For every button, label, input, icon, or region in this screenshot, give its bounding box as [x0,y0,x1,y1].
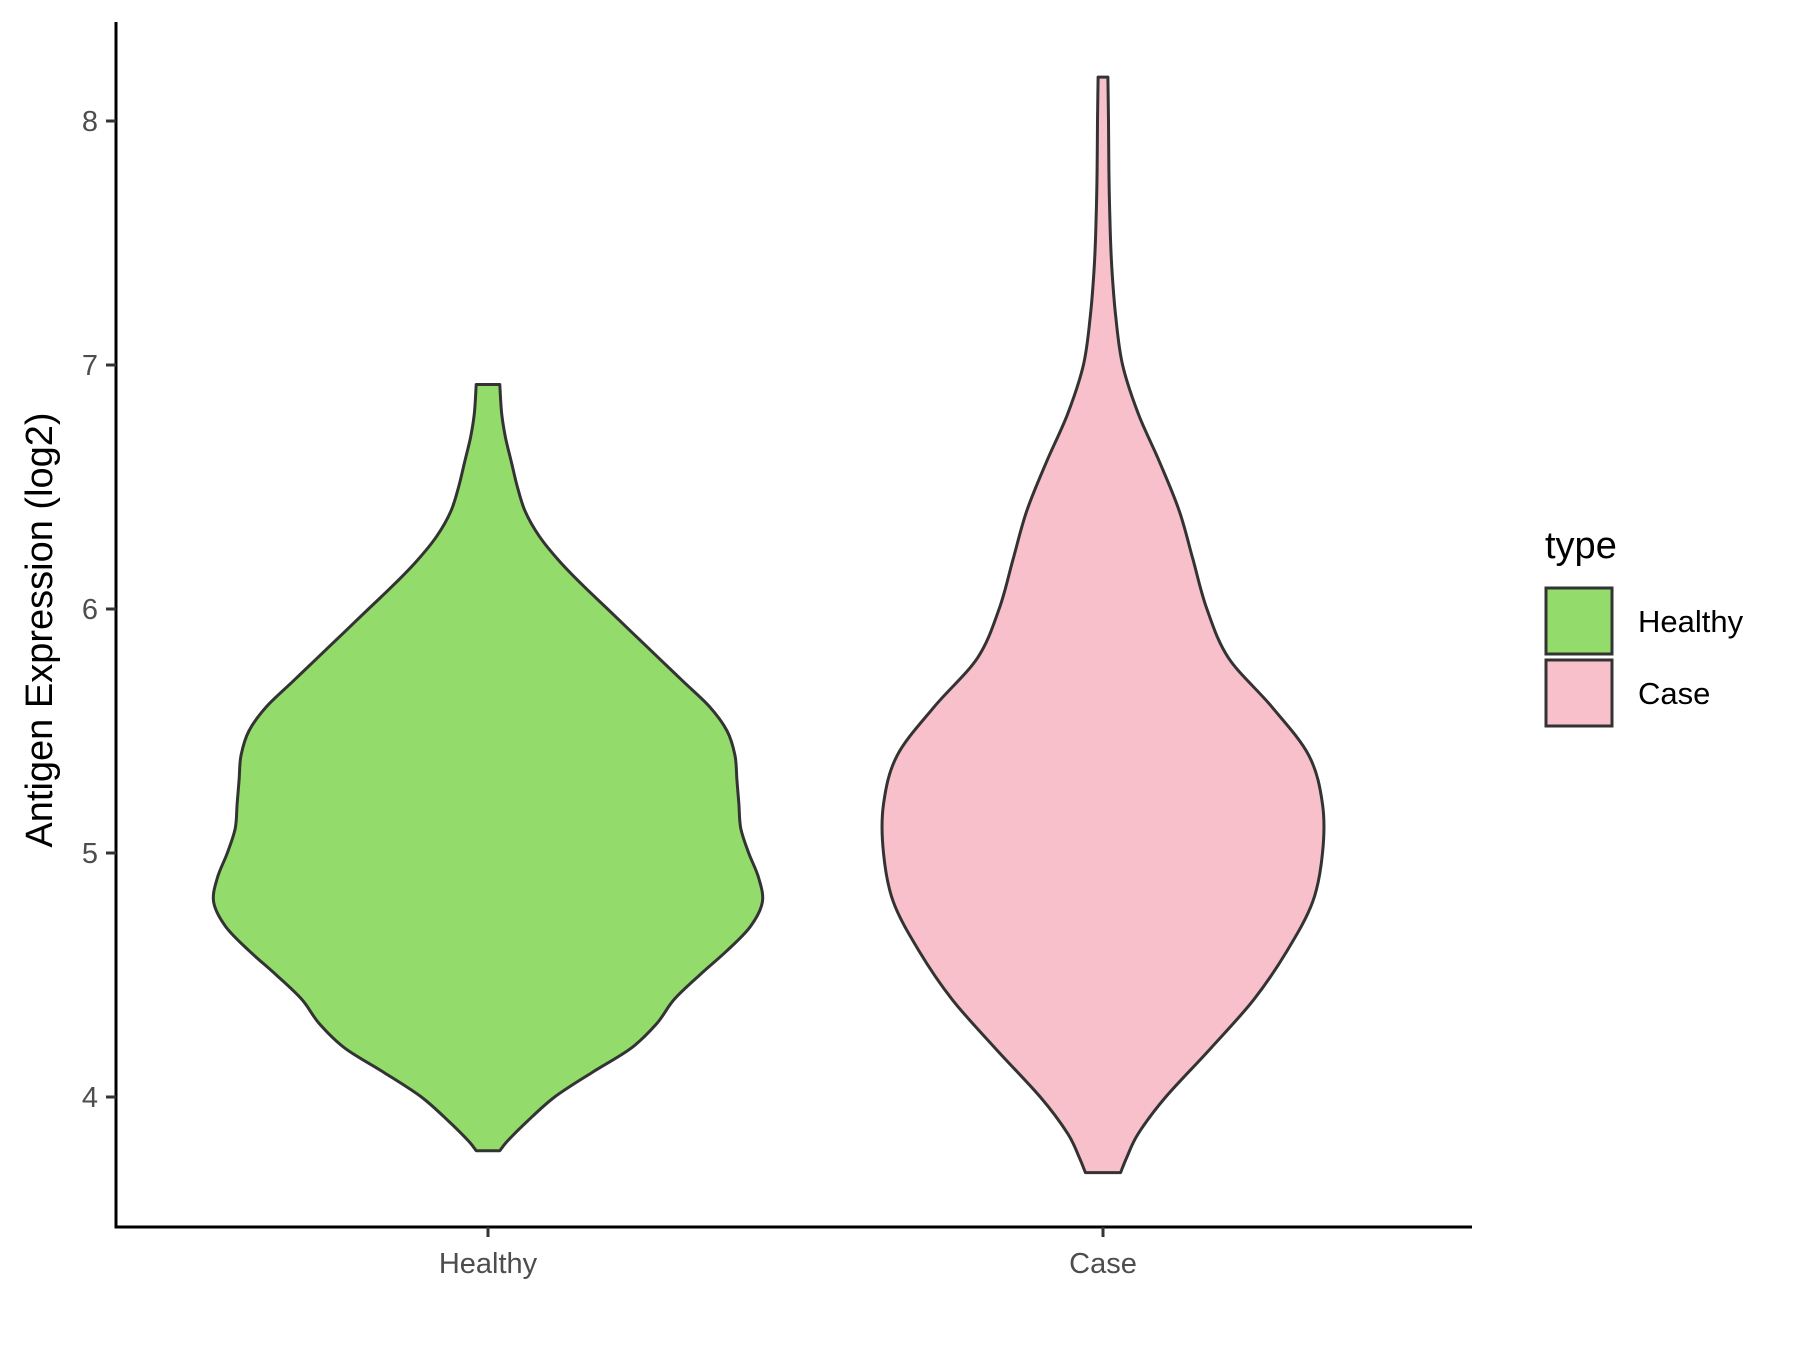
y-tick-label: 6 [82,594,98,626]
y-tick-label: 7 [82,350,98,382]
legend-key-case [1544,658,1614,728]
legend-title: type [1545,525,1617,567]
plot-area [211,75,1326,1175]
legend-key-healthy [1544,586,1614,656]
legend-label-case: Case [1638,676,1710,711]
legend: type Healthy Case [1544,525,1744,728]
x-tick-label-healthy: Healthy [439,1248,538,1280]
violin-case [880,75,1326,1175]
axes: 4 5 6 7 8 Healthy Case [82,22,1472,1280]
y-tick-label: 5 [82,838,98,870]
y-tick-label: 4 [82,1082,98,1114]
legend-label-healthy: Healthy [1638,604,1744,639]
y-tick-label: 8 [82,106,98,138]
x-tick-label-case: Case [1069,1248,1137,1280]
y-axis-title: Antigen Expression (log2) [19,412,61,847]
violin-healthy [211,383,765,1153]
